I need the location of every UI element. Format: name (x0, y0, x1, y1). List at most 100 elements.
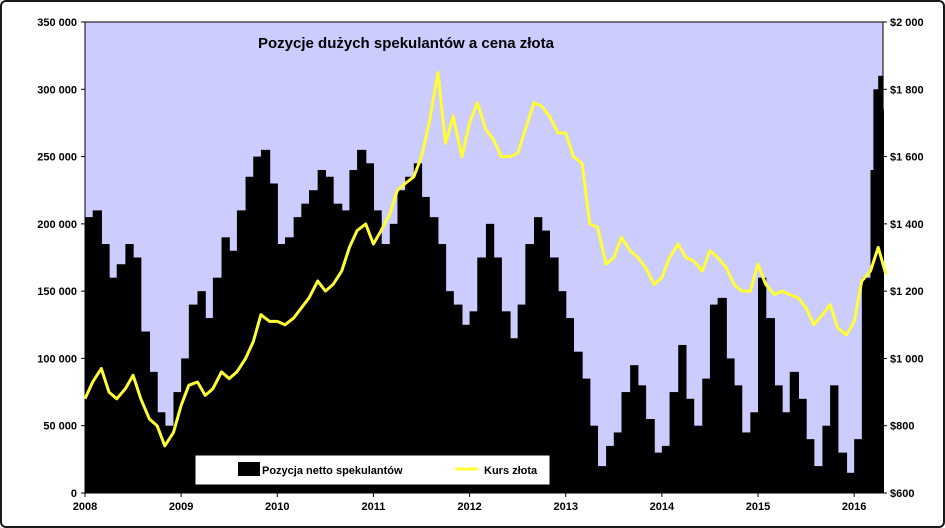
gold-price-line (83, 71, 888, 448)
net-position-bar (525, 244, 535, 493)
net-position-bar (445, 291, 454, 493)
net-position-bar (181, 358, 190, 493)
net-position-bar (726, 358, 735, 493)
net-position-bar (541, 230, 550, 494)
net-position-bar (813, 466, 824, 493)
x-tick-label: 2012 (457, 501, 481, 513)
net-position-bar (630, 365, 639, 493)
net-position-bar (509, 338, 519, 493)
net-position-bar (245, 176, 254, 493)
net-position-bar (870, 170, 874, 493)
net-position-bar (301, 203, 310, 493)
left-tick-label: 50 000 (43, 421, 77, 433)
net-position-bar (341, 210, 350, 493)
right-tick-label: $1 200 (890, 286, 924, 298)
left-tick-label: 200 000 (37, 219, 77, 231)
net-position-bar (782, 412, 791, 493)
net-position-bar (221, 237, 230, 493)
left-axis-ticks: 0 50 000 100 000 150 000 200 000 250 000 300 0… (37, 17, 85, 500)
net-position-bar (822, 425, 831, 493)
net-position-bar (373, 210, 382, 493)
net-position-bar (669, 392, 679, 493)
net-position-bar (830, 385, 839, 493)
net-position-bar (533, 217, 543, 493)
net-position-bar (116, 264, 126, 493)
net-position-bar (284, 237, 295, 493)
net-position-bar (413, 163, 423, 494)
x-tick-label: 2015 (746, 501, 770, 513)
x-tick-label: 2010 (265, 501, 289, 513)
net-position-bar (733, 385, 743, 493)
right-tick-label: $1 600 (890, 152, 924, 164)
right-tick-label: $1 400 (890, 219, 924, 231)
net-position-bar (854, 439, 863, 493)
right-tick-label: $800 (890, 421, 914, 433)
x-tick-label: 2009 (169, 501, 193, 513)
net-position-bar (365, 163, 375, 494)
net-position-bar (678, 344, 687, 493)
net-position-bar (125, 244, 134, 493)
net-position-bar (212, 277, 223, 493)
net-position-bar (109, 277, 118, 493)
chart-title: Pozycje dużych spekulantów a cena złota (258, 35, 555, 52)
x-tick-label: 2008 (73, 501, 97, 513)
net-position-bar (317, 170, 326, 493)
net-position-bar (702, 378, 711, 493)
net-position-bar (837, 452, 848, 493)
net-position-bar (173, 392, 182, 493)
net-position-bar (798, 398, 807, 493)
net-position-bar (205, 318, 214, 493)
x-tick-label: 2011 (361, 501, 385, 513)
net-position-bar (188, 304, 199, 493)
legend-label-line: Kurs złota (484, 465, 538, 477)
net-position-bar (164, 425, 175, 493)
net-position-bar (92, 210, 102, 493)
net-position-bar (883, 109, 884, 493)
net-position-bar (582, 378, 591, 493)
left-tick-label: 300 000 (37, 84, 77, 96)
left-tick-label: 250 000 (37, 152, 77, 164)
x-tick-label: 2014 (650, 501, 675, 513)
left-tick-label: 350 000 (37, 17, 77, 29)
net-position-bar (397, 190, 406, 493)
net-position-bar (597, 466, 607, 493)
x-tick-label: 2013 (553, 501, 577, 513)
net-position-bar (661, 445, 671, 493)
net-position-bar (277, 244, 286, 493)
x-axis-ticks: 2008 2009 2010 2011 2012 2013 2014 2015 2016 (73, 493, 866, 513)
net-position-bar (349, 170, 358, 493)
net-position-bar (333, 203, 343, 493)
right-tick-label: $2 000 (890, 17, 924, 29)
right-tick-label: $1 000 (890, 353, 924, 365)
net-position-bar (741, 432, 751, 493)
net-position-bar (469, 311, 478, 493)
net-position-bar (645, 418, 655, 493)
net-position-bar (477, 257, 487, 493)
net-position-bar (573, 351, 583, 493)
x-tick-label: 2016 (842, 501, 866, 513)
legend: Pozycja netto spekulantów Kurs złota (194, 454, 551, 486)
net-position-bar (453, 304, 463, 493)
net-position-bar (381, 244, 391, 493)
right-axis-ticks: $600 $800 $1 000 $1 200 $1 400 $1 600 $1 800 $2… (883, 17, 924, 500)
net-position-bar (709, 304, 719, 493)
right-tick-label: $1 800 (890, 84, 924, 96)
net-position-bar (765, 318, 775, 493)
right-tick-label: $600 (890, 488, 914, 500)
net-position-bar (357, 149, 367, 494)
net-position-bar (517, 304, 526, 493)
net-position-bar (493, 257, 502, 493)
net-position-bar (293, 217, 302, 493)
net-position-bar (846, 472, 855, 493)
net-position-bar (613, 432, 623, 493)
net-position-bar (149, 371, 158, 493)
net-position-bar (878, 75, 884, 493)
net-position-bar (85, 217, 94, 493)
net-position-bar (693, 425, 703, 493)
legend-label-bar: Pozycja netto spekulantów (262, 465, 403, 477)
net-position-bar (861, 277, 872, 493)
net-position-bar (589, 425, 599, 493)
net-position-bar (260, 149, 271, 494)
net-position-bar (485, 223, 495, 493)
net-position-bar (229, 250, 238, 493)
